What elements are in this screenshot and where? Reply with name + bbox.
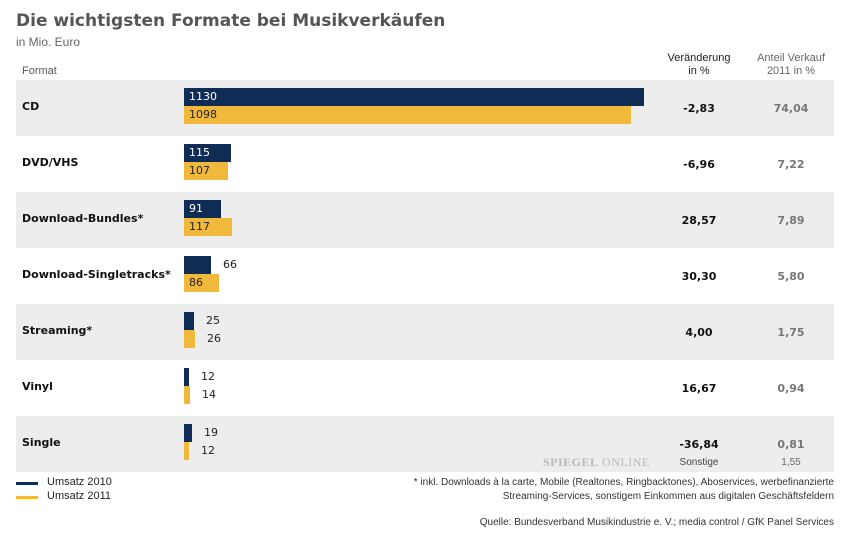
value-label-2011: 14 [202,388,216,401]
footnote-line2: Streaming-Services, sonstigem Einkommen … [502,491,834,502]
share-header-line1: Anteil Verkauf [757,52,825,64]
category-label: CD [22,100,40,113]
format-column-header: Format [22,65,57,77]
bar-2010 [184,312,194,330]
bar-2010 [184,256,211,274]
legend-swatch-2010 [16,482,38,485]
footnote-line1: * inkl. Downloads à la carte, Mobile (Re… [413,477,834,488]
change-percent-value: 28,57 [681,214,717,227]
change-column-header: Veränderung in % [652,52,746,78]
chart-row: Vinyl 12 14 16,67 0,94 [16,360,834,416]
category-label: Streaming* [22,324,93,337]
value-label-2010: 25 [206,314,220,327]
change-percent-value: 30,30 [681,270,717,283]
value-label-2010: 115 [189,146,210,159]
bar-2011 [184,442,189,460]
change-percent-value: -2,83 [683,102,715,115]
value-label-2011: 26 [207,332,221,345]
bar-2011 [184,162,228,180]
change-header-line1: Veränderung [667,52,731,64]
chart-row: Single 19 12 -36,84 0,81 [16,416,834,472]
value-label-2011: 12 [201,444,215,457]
value-label-2010: 91 [189,202,203,215]
share-percent-value: 7,89 [777,214,805,227]
legend-label-2010: Umsatz 2010 [47,476,112,488]
value-label-2011: 107 [189,164,210,177]
change-percent-value: -36,84 [679,438,719,451]
change-percent-value: -6,96 [683,158,715,171]
legend-label-2011: Umsatz 2011 [47,490,111,502]
share-percent-value: 1,75 [777,326,805,339]
chart-row: Download-Singletracks* 66 86 30,30 5,80 [16,248,834,304]
category-label: Download-Bundles* [22,212,144,225]
change-header-line2: in % [688,65,710,77]
bar-2010 [184,424,192,442]
share-percent-value: 0,81 [777,438,805,451]
change-percent-value: 4,00 [685,326,713,339]
chart-row: DVD/VHS 115 107 -6,96 7,22 [16,136,834,192]
bar-2010 [184,200,221,218]
value-label-2010: 12 [201,370,215,383]
share-percent-value: 74,04 [773,102,809,115]
watermark-bold: SPIEGEL [543,455,599,469]
bar-2011 [184,330,195,348]
bar-2011 [184,106,631,124]
bar-2010 [184,368,189,386]
chart-title: Die wichtigsten Formate bei Musikverkäuf… [16,11,446,31]
other-share-value: 1,55 [781,457,801,468]
share-percent-value: 5,80 [777,270,805,283]
bar-2010 [184,144,231,162]
share-percent-value: 7,22 [777,158,805,171]
legend-swatch-2011 [16,496,38,499]
footnote: * inkl. Downloads à la carte, Mobile (Re… [340,476,834,504]
bar-2011 [184,218,232,236]
share-column-header: Anteil Verkauf 2011 in % [748,52,834,78]
share-header-line2: 2011 in % [766,65,816,77]
chart-row: CD 1130 1098 -2,83 74,04 [16,80,834,136]
share-percent-value: 0,94 [777,382,805,395]
other-label: Sonstige [679,457,719,468]
watermark-regular: ONLINE [602,455,650,469]
chart-row: Streaming* 25 26 4,00 1,75 [16,304,834,360]
category-label: Download-Singletracks* [22,268,171,281]
spiegel-online-watermark: SPIEGEL ONLINE [543,455,650,470]
value-label-2011: 117 [189,220,210,233]
chart-subtitle: in Mio. Euro [16,35,81,49]
value-label-2010: 1130 [189,90,217,103]
value-label-2011: 1098 [189,108,217,121]
category-label: Single [22,436,61,449]
source-note: Quelle: Bundesverband Musikindustrie e. … [479,517,834,528]
chart-row: Download-Bundles* 91 117 28,57 7,89 [16,192,834,248]
category-label: Vinyl [22,380,53,393]
value-label-2010: 19 [204,426,218,439]
value-label-2010: 66 [223,258,237,271]
bar-2011 [184,386,190,404]
change-percent-value: 16,67 [681,382,717,395]
bar-2011 [184,274,219,292]
bar-2010 [184,88,644,106]
category-label: DVD/VHS [22,156,79,169]
value-label-2011: 86 [189,276,203,289]
